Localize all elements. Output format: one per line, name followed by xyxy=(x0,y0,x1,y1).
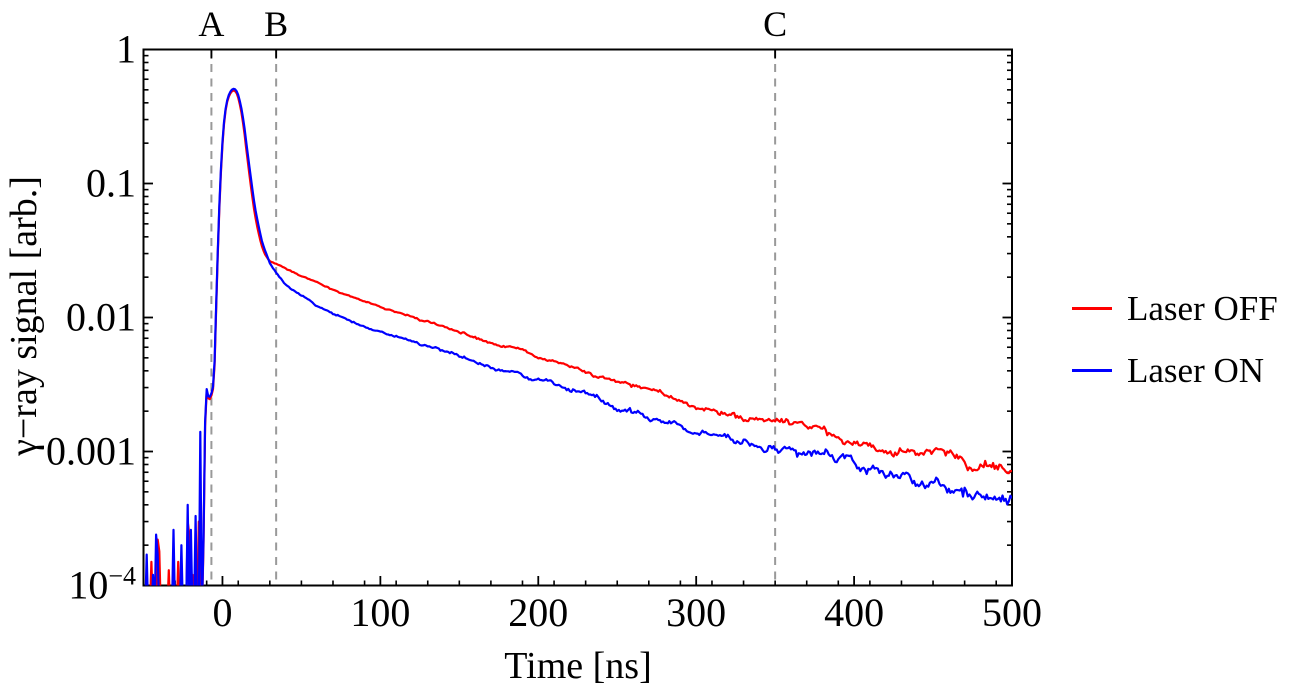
laser-off-label: Laser OFF xyxy=(1127,289,1278,328)
marker-label-a: A xyxy=(198,4,224,44)
laser-on-curve xyxy=(144,87,1012,586)
laser-on-line-sample xyxy=(1072,369,1112,372)
y-tick-label: 10−4 xyxy=(68,562,136,608)
y-tick-label: 0.01 xyxy=(66,295,136,340)
plot-frame xyxy=(142,48,1013,587)
y-tick-label: 0.1 xyxy=(86,161,136,206)
x-tick-label: 0 xyxy=(212,590,232,635)
laser-off-curve xyxy=(149,89,1012,586)
x-tick-label: 300 xyxy=(666,590,726,635)
x-tick-label: 100 xyxy=(350,590,410,635)
laser-off-line-sample xyxy=(1072,307,1112,310)
x-tick-label: 400 xyxy=(824,590,884,635)
laser-on-label: Laser ON xyxy=(1127,351,1265,390)
legend: Laser OFF Laser ON xyxy=(1072,288,1278,391)
x-axis-label: Time [ns] xyxy=(504,645,652,687)
marker-label-c: C xyxy=(763,4,787,44)
y-tick-label: 0.001 xyxy=(46,429,136,474)
y-tick-label: 1 xyxy=(116,27,136,72)
legend-entry-laser-on: Laser ON xyxy=(1072,350,1278,391)
legend-entry-laser-off: Laser OFF xyxy=(1072,288,1278,329)
y-axis-label: γ−ray signal [arb.] xyxy=(3,176,45,456)
x-tick-label: 500 xyxy=(982,590,1042,635)
x-tick-label: 200 xyxy=(508,590,568,635)
marker-label-b: B xyxy=(264,4,288,44)
